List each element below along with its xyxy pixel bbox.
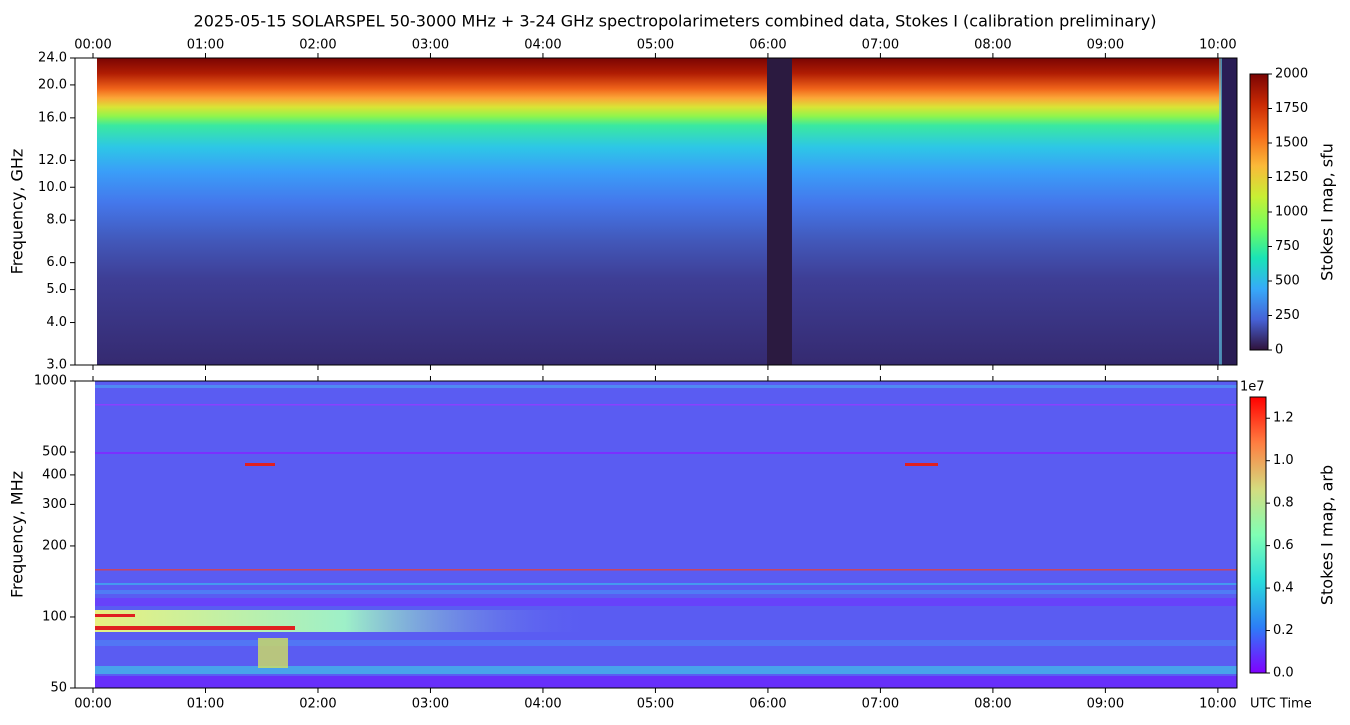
y-tick-label: 6.0 bbox=[46, 255, 67, 270]
colorbar-tick-label: 1.0 bbox=[1273, 453, 1294, 468]
band bbox=[95, 626, 295, 630]
x-tick-label: 08:00 bbox=[974, 38, 1011, 53]
burst bbox=[905, 463, 938, 466]
colorbar-tick-label: 1750 bbox=[1275, 101, 1308, 116]
x-tick-label: 01:00 bbox=[187, 38, 224, 53]
x-tick-label: 07:00 bbox=[862, 697, 899, 712]
colorbar-tick-label: 0.4 bbox=[1273, 581, 1294, 596]
band bbox=[95, 583, 1237, 585]
data-gap bbox=[1221, 58, 1237, 365]
x-tick-label: 05:00 bbox=[637, 38, 674, 53]
x-tick-label: 02:00 bbox=[299, 697, 336, 712]
x-tick-label: 09:00 bbox=[1087, 38, 1124, 53]
x-tick-label: 10:00 bbox=[1199, 697, 1236, 712]
x-tick-label: 04:00 bbox=[524, 697, 561, 712]
y-tick-label: 16.0 bbox=[38, 110, 67, 125]
y-tick-label: 8.0 bbox=[46, 213, 67, 228]
x-tick-label: 02:00 bbox=[299, 38, 336, 53]
band bbox=[95, 590, 1237, 594]
band bbox=[95, 452, 1237, 454]
band bbox=[95, 598, 1237, 606]
y-tick-label: 10.0 bbox=[38, 180, 67, 195]
y-tick-label: 12.0 bbox=[38, 153, 67, 168]
x-axis-label: UTC Time bbox=[1250, 697, 1312, 712]
y-tick-label: 400 bbox=[42, 467, 67, 482]
burst bbox=[258, 638, 288, 668]
colorbar-tick-label: 1500 bbox=[1275, 136, 1308, 151]
band bbox=[95, 569, 1237, 571]
x-tick-label: 01:00 bbox=[187, 697, 224, 712]
x-tick-label: 07:00 bbox=[862, 38, 899, 53]
y-tick-label: 200 bbox=[42, 538, 67, 553]
x-tick-label: 03:00 bbox=[412, 697, 449, 712]
y-tick-label: 3.0 bbox=[46, 358, 67, 373]
colorbar-tick-label: 500 bbox=[1275, 274, 1300, 289]
colorbar bbox=[1249, 396, 1267, 674]
colorbar bbox=[1249, 73, 1269, 351]
y-axis-label: Frequency, MHz bbox=[8, 471, 27, 598]
spectrogram-top bbox=[97, 58, 1237, 365]
colorbar-tick-label: 0.0 bbox=[1273, 666, 1294, 681]
y-tick-label: 4.0 bbox=[46, 315, 67, 330]
band bbox=[95, 614, 135, 617]
y-tick-label: 500 bbox=[42, 445, 67, 460]
colorbar-offset: 1e7 bbox=[1240, 380, 1265, 395]
colorbar-tick-label: 0.6 bbox=[1273, 538, 1294, 553]
heatmap-layer bbox=[95, 58, 1237, 688]
x-tick-label: 03:00 bbox=[412, 38, 449, 53]
colorbar-label: Stokes I map, arb bbox=[1318, 465, 1337, 605]
plot-frame bbox=[74, 380, 1238, 689]
y-tick-label: 100 bbox=[42, 609, 67, 624]
y-tick-label: 24.0 bbox=[38, 51, 67, 66]
gap-edge bbox=[1219, 58, 1222, 365]
colorbar-tick-label: 750 bbox=[1275, 239, 1300, 254]
band bbox=[95, 666, 1237, 674]
colorbar-tick-label: 0.2 bbox=[1273, 623, 1294, 638]
y-tick-label: 20.0 bbox=[38, 77, 67, 92]
y-axis-label: Frequency, GHz bbox=[8, 149, 27, 275]
colorbar-tick-label: 250 bbox=[1275, 308, 1300, 323]
colorbar-tick-label: 2000 bbox=[1275, 67, 1308, 82]
colorbar-tick-label: 1000 bbox=[1275, 205, 1308, 220]
x-tick-label: 06:00 bbox=[749, 697, 786, 712]
band bbox=[95, 385, 1237, 388]
band bbox=[95, 640, 1237, 646]
chart-title: 2025-05-15 SOLARSPEL 50-3000 MHz + 3-24 … bbox=[194, 12, 1157, 31]
data-gap bbox=[767, 58, 792, 365]
colorbar-tick-label: 0 bbox=[1275, 343, 1283, 358]
y-tick-label: 50 bbox=[50, 681, 67, 696]
band bbox=[95, 676, 1237, 688]
plot-frame bbox=[74, 57, 1238, 366]
burst bbox=[245, 463, 275, 466]
x-tick-label: 00:00 bbox=[74, 38, 111, 53]
y-tick-label: 5.0 bbox=[46, 282, 67, 297]
colorbar-tick-label: 1250 bbox=[1275, 170, 1308, 185]
spectrogram-bottom bbox=[95, 381, 1237, 688]
y-tick-label: 1000 bbox=[34, 374, 67, 389]
x-tick-label: 10:00 bbox=[1199, 38, 1236, 53]
x-tick-label: 09:00 bbox=[1087, 697, 1124, 712]
x-tick-label: 05:00 bbox=[637, 697, 674, 712]
x-tick-label: 00:00 bbox=[74, 697, 111, 712]
colorbar-label: Stokes I map, sfu bbox=[1318, 143, 1337, 281]
colorbar-tick-label: 1.2 bbox=[1273, 411, 1294, 426]
band bbox=[95, 404, 1237, 406]
x-tick-label: 04:00 bbox=[524, 38, 561, 53]
x-tick-label: 06:00 bbox=[749, 38, 786, 53]
x-tick-label: 08:00 bbox=[974, 697, 1011, 712]
colorbar-tick-label: 0.8 bbox=[1273, 496, 1294, 511]
y-tick-label: 300 bbox=[42, 497, 67, 512]
